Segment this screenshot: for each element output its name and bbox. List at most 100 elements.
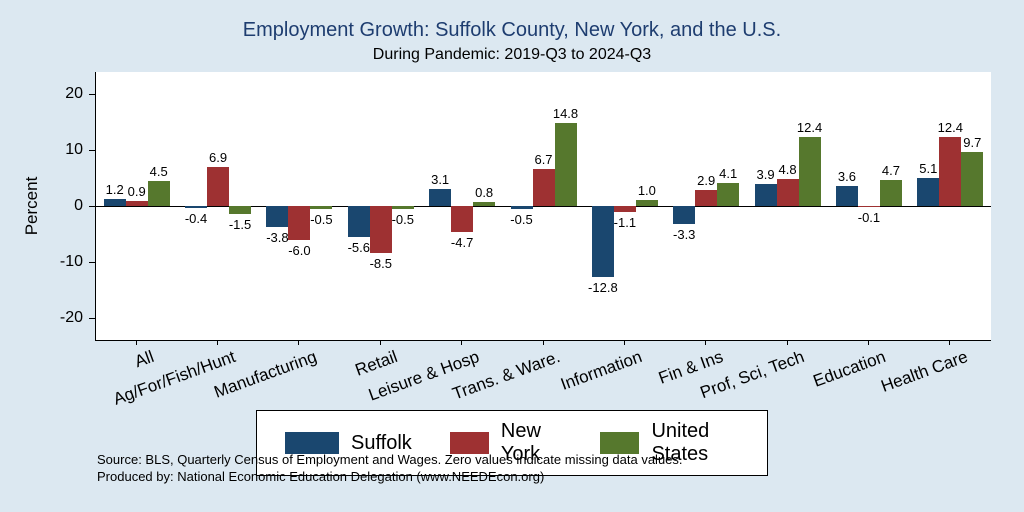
x-tick-mark [786, 340, 788, 345]
x-tick-mark [705, 340, 707, 345]
bar-united-states-leisure-hosp [473, 201, 496, 206]
bar-suffolk-manufacturing [266, 206, 289, 228]
bar-value-suffolk-prof-sci-tech: 3.9 [756, 167, 775, 183]
bar-value-new-york-leisure-hosp: -4.7 [450, 235, 474, 251]
legend-item-new-york: New York [449, 420, 562, 466]
bar-value-new-york-prof-sci-tech: 4.8 [778, 162, 797, 178]
bar-value-new-york-health-care: 12.4 [937, 119, 963, 135]
bar-new-york-prof-sci-tech [776, 179, 799, 206]
bar-value-suffolk-ag-for-fish-hunt: -0.4 [184, 211, 208, 227]
bar-suffolk-retail [347, 206, 370, 238]
bar-value-suffolk-trans-ware: -0.5 [510, 211, 533, 227]
bar-united-states-ag-for-fish-hunt [229, 206, 252, 215]
produced-by-line: Produced by: National Economic Education… [97, 468, 545, 484]
x-tick-mark [379, 340, 381, 345]
y-tick-label-20: 20 [65, 85, 83, 103]
bar-suffolk-fin-ins [673, 206, 696, 225]
bar-new-york-leisure-hosp [451, 206, 474, 233]
legend-item-suffolk: Suffolk [285, 432, 412, 455]
legend-swatch-suffolk [285, 432, 339, 454]
bar-suffolk-health-care [917, 177, 940, 206]
bar-suffolk-trans-ware [510, 206, 533, 209]
bar-value-new-york-manufacturing: -6.0 [288, 242, 311, 258]
legend-label-suffolk: Suffolk [351, 431, 412, 454]
bar-value-new-york-education: -0.1 [857, 210, 881, 225]
bar-new-york-education [857, 206, 880, 207]
bar-suffolk-information [591, 206, 614, 278]
bar-value-suffolk-manufacturing: -3.8 [266, 230, 289, 246]
x-tick-mark [867, 340, 869, 345]
x-tick-mark [623, 340, 625, 345]
plot-area: 1.2 -0.4 -3.8 -5.6 3.1 -0.5 -12.8 -3.3 3.9 3.6 5.1… [95, 72, 991, 341]
x-tick-mark [217, 340, 219, 345]
y-tick-mark [89, 317, 95, 319]
bar-new-york-fin-ins [695, 189, 718, 206]
bar-united-states-education [879, 179, 902, 206]
y-tick-label--10: -10 [59, 252, 83, 270]
bar-value-united-states-education: 4.7 [881, 162, 900, 178]
bar-united-states-information [635, 200, 658, 206]
bar-value-new-york-fin-ins: 2.9 [697, 172, 716, 188]
bar-value-united-states-trans-ware: 14.8 [552, 106, 579, 122]
bar-new-york-manufacturing [288, 206, 311, 240]
bar-value-suffolk-all: 1.2 [105, 182, 124, 198]
chart-title: Employment Growth: Suffolk County, New Y… [242, 19, 782, 41]
source-line: Source: BLS, Quarterly Census of Employm… [97, 452, 683, 467]
bar-value-new-york-all: 0.9 [127, 183, 146, 199]
bar-value-united-states-fin-ins: 4.1 [719, 166, 738, 182]
bar-united-states-prof-sci-tech [798, 136, 821, 206]
x-tick-mark [949, 340, 951, 345]
y-tick-mark [89, 94, 95, 96]
bar-value-new-york-ag-for-fish-hunt: 6.9 [208, 150, 228, 166]
bar-value-suffolk-retail: -5.6 [347, 240, 370, 256]
x-category-label-health-care: Health Care [878, 347, 970, 396]
bar-value-new-york-trans-ware: 6.7 [534, 151, 553, 167]
legend-swatch-united-states [600, 432, 640, 454]
bar-value-united-states-retail: -0.5 [391, 211, 414, 227]
bar-united-states-manufacturing [310, 206, 333, 209]
bar-suffolk-prof-sci-tech [754, 184, 777, 206]
legend-swatch-new-york [449, 432, 489, 454]
bar-value-united-states-prof-sci-tech: 12.4 [796, 119, 823, 135]
x-tick-mark [135, 340, 137, 345]
bar-united-states-all [147, 180, 170, 206]
bar-new-york-trans-ware [532, 168, 555, 206]
legend-item-united-states: United States [600, 420, 739, 466]
y-tick-label--20: -20 [59, 308, 83, 326]
bar-new-york-health-care [939, 136, 962, 206]
bar-suffolk-ag-for-fish-hunt [185, 206, 208, 209]
bar-value-new-york-retail: -8.5 [369, 256, 392, 272]
bar-suffolk-leisure-hosp [429, 188, 452, 206]
bar-united-states-fin-ins [717, 183, 740, 206]
x-tick-mark [542, 340, 544, 345]
bar-value-suffolk-information: -12.8 [588, 280, 618, 296]
y-tick-mark [89, 150, 95, 152]
bar-suffolk-all [103, 199, 126, 206]
bar-value-united-states-health-care: 9.7 [963, 134, 982, 150]
bar-suffolk-education [835, 185, 858, 206]
bar-value-new-york-information: -1.1 [613, 215, 637, 231]
y-tick-label-0: 0 [74, 197, 83, 214]
bar-value-united-states-all: 4.5 [149, 163, 168, 179]
bar-value-suffolk-leisure-hosp: 3.1 [431, 171, 450, 187]
y-tick-mark [89, 261, 95, 263]
chart-subtitle: During Pandemic: 2019-Q3 to 2024-Q3 [372, 46, 652, 63]
bar-value-united-states-leisure-hosp: 0.8 [475, 184, 494, 200]
bar-value-suffolk-fin-ins: -3.3 [673, 227, 696, 243]
bar-united-states-trans-ware [554, 123, 577, 206]
y-tick-mark [89, 206, 95, 207]
bar-new-york-retail [369, 206, 392, 254]
bar-new-york-all [125, 200, 148, 206]
bar-new-york-ag-for-fish-hunt [207, 167, 230, 206]
bar-value-united-states-ag-for-fish-hunt: -1.5 [228, 217, 252, 233]
bar-value-united-states-information: 1.0 [637, 183, 656, 199]
bar-new-york-information [613, 206, 636, 213]
y-axis-title: Percent [22, 176, 41, 236]
legend: Suffolk New York United States [256, 410, 768, 476]
bar-united-states-retail [391, 206, 414, 209]
zero-line [96, 206, 991, 207]
source-note: Source: BLS, Quarterly Census of Employm… [97, 452, 683, 486]
y-tick-label-10: 10 [65, 141, 83, 159]
bar-value-suffolk-health-care: 5.1 [919, 160, 938, 176]
